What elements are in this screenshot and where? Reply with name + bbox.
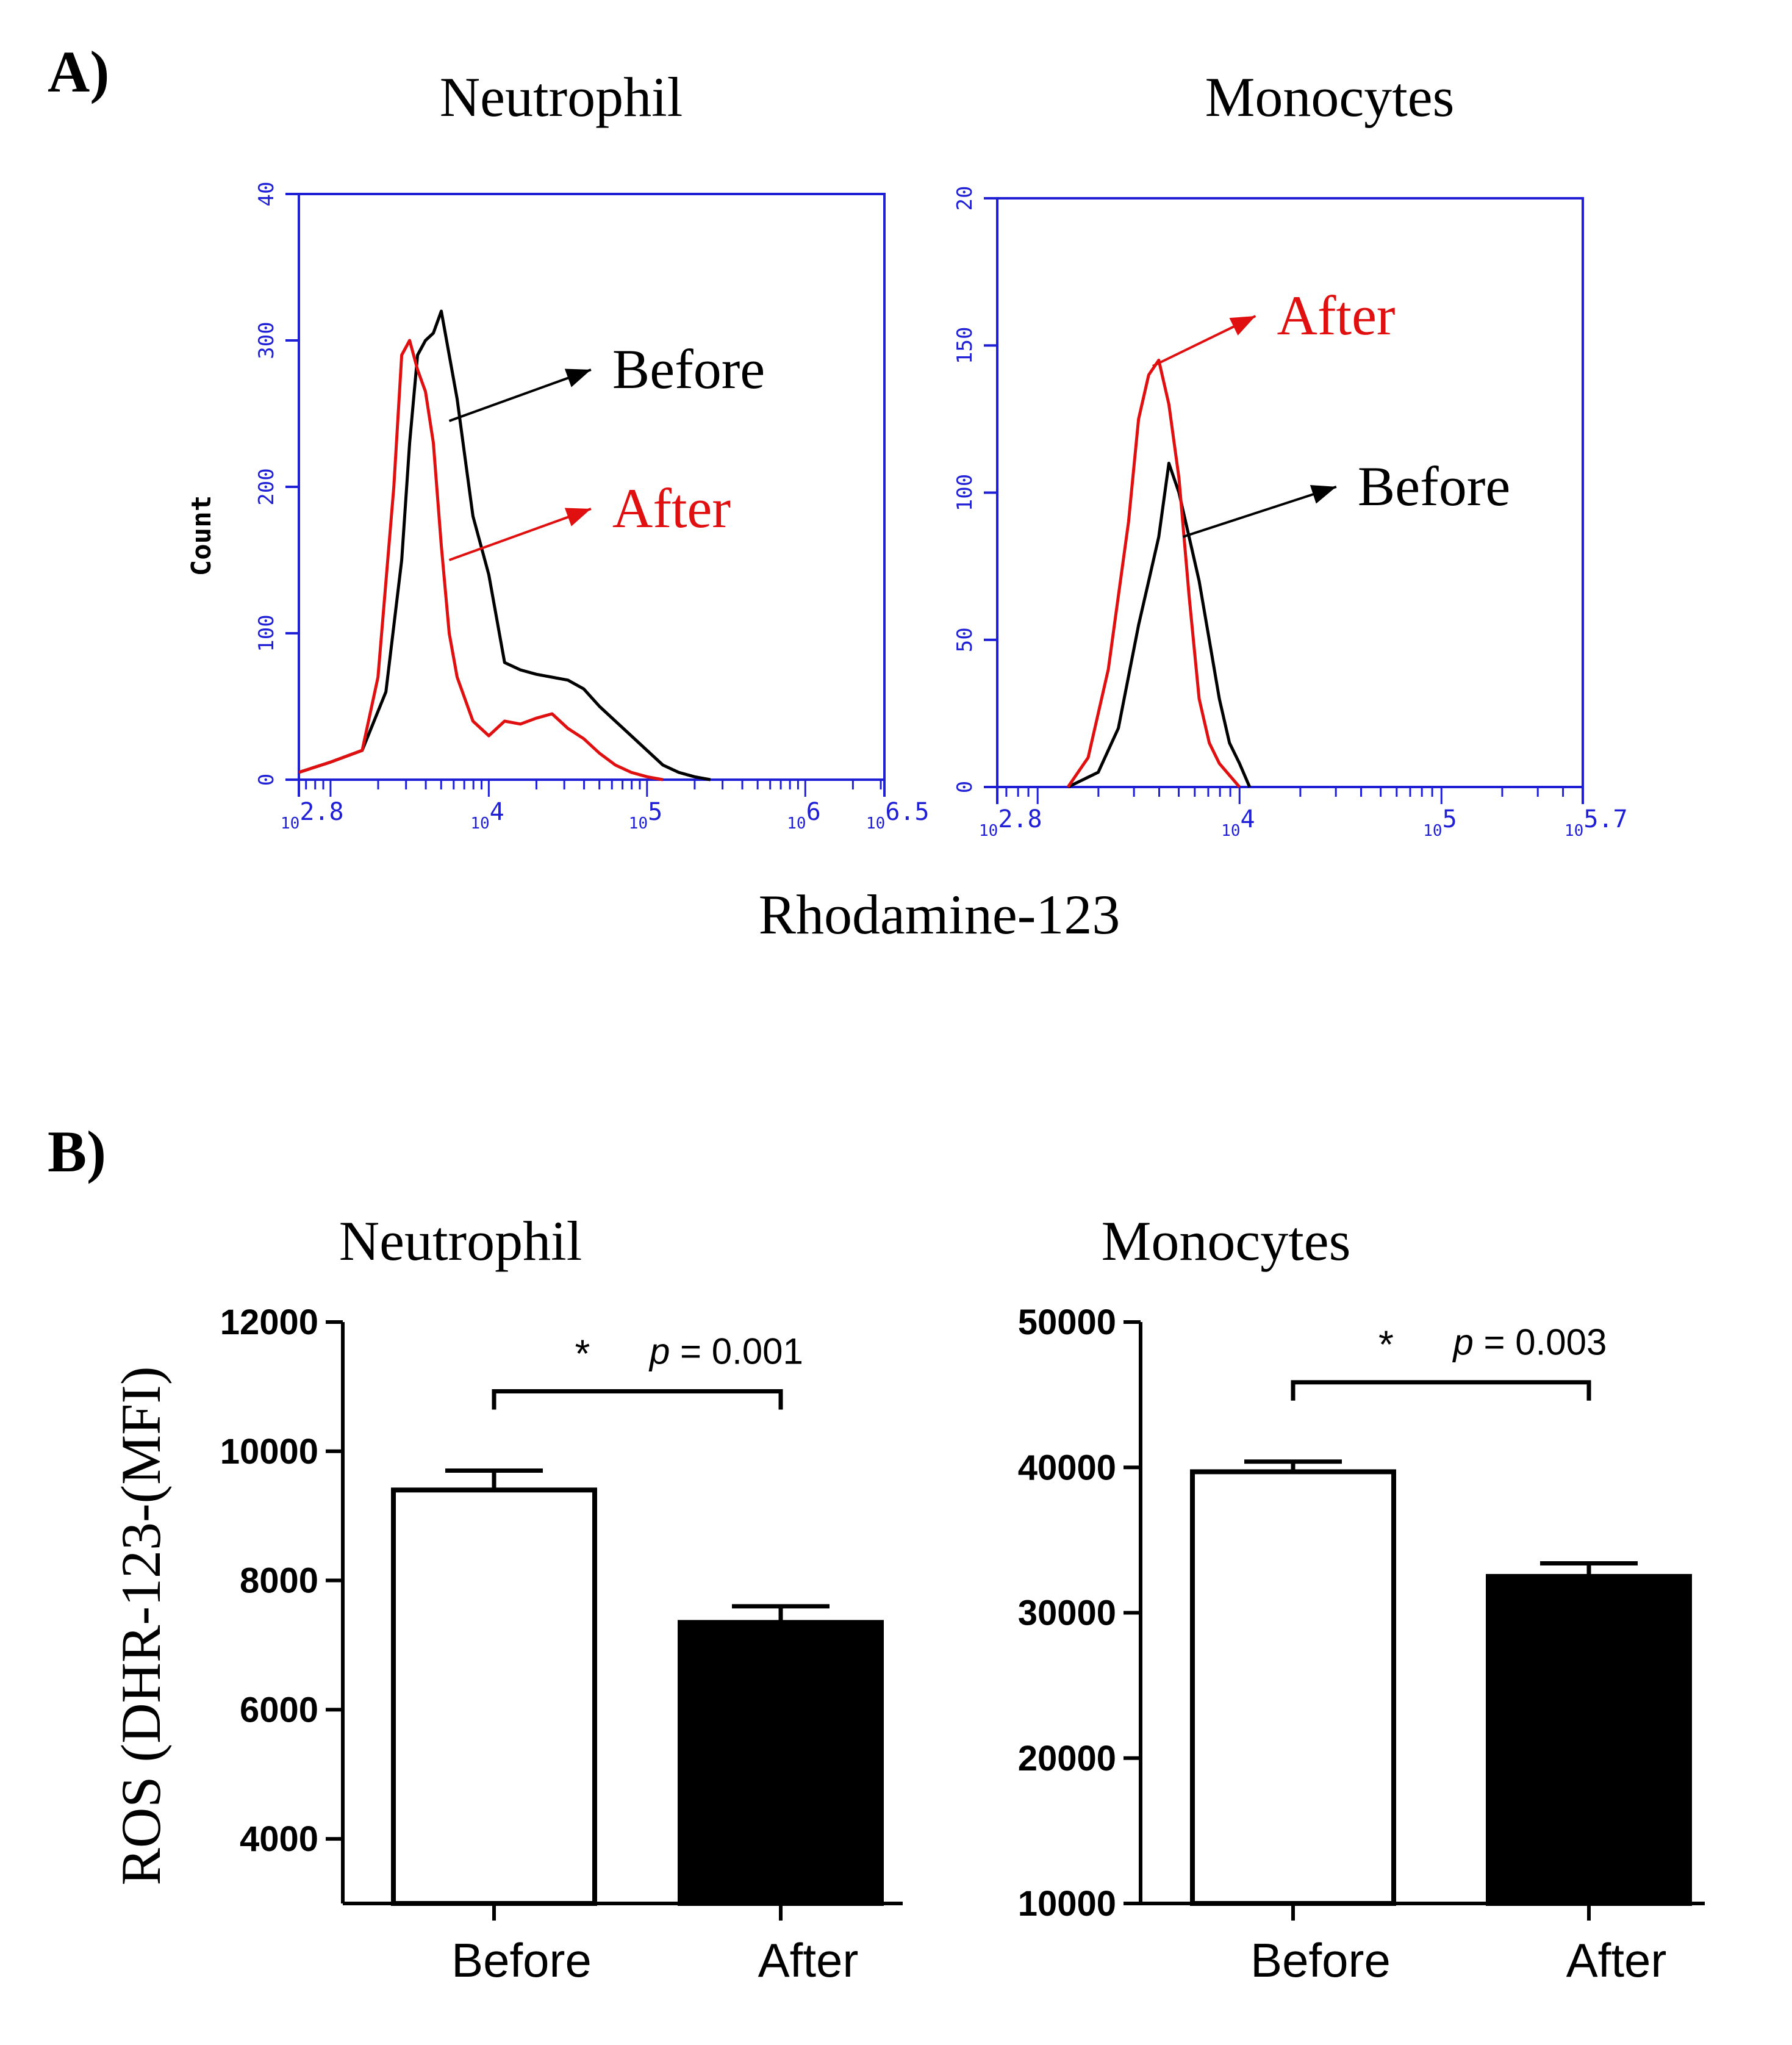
- category-label-after: After: [1566, 1933, 1667, 1987]
- y-tick-label: 0: [953, 781, 977, 793]
- x-tick-exponent: 2.8: [299, 798, 343, 826]
- x-tick-label: 102.8: [979, 805, 1042, 840]
- x-tick-exponent: 2.8: [998, 805, 1042, 833]
- x-tick-exponent: 6: [806, 798, 821, 826]
- y-tick-label: 150: [953, 327, 977, 364]
- p-value: = 0.003: [1474, 1322, 1607, 1363]
- annotation-arrow: [1182, 485, 1337, 538]
- annotation-label-after: After: [612, 477, 731, 539]
- p-symbol: p: [648, 1331, 670, 1372]
- x-tick-label: 105: [629, 798, 662, 833]
- y-tick-label: 200: [254, 468, 279, 505]
- hist-monocytes-title: Monocytes: [1205, 66, 1455, 128]
- annotation-label-before: Before: [1358, 455, 1510, 517]
- y-tick-label: 50: [953, 627, 977, 652]
- y-tick-label: 300: [254, 322, 279, 359]
- y-tick-label: 100: [254, 614, 279, 652]
- y-tick-label: 50000: [1018, 1303, 1116, 1342]
- bar-monocytes-title: Monocytes: [1102, 1210, 1351, 1272]
- x-tick-label: 106: [787, 798, 820, 833]
- panel-b-label: B): [48, 1119, 106, 1184]
- annotation-arrowhead: [564, 368, 591, 387]
- x-tick-base: 10: [866, 814, 885, 833]
- bar-before: [1190, 1469, 1396, 1906]
- bar-monocytes-plot: 10000 20000 30000 40000 50000 Before After * p =…: [1018, 1303, 1705, 1987]
- y-tick-label: 40: [254, 182, 279, 207]
- p-symbol: p: [1452, 1322, 1474, 1363]
- y-tick-label: 4000: [240, 1819, 318, 1859]
- category-label-before: Before: [1250, 1933, 1391, 1987]
- x-tick-label: 106.5: [866, 798, 930, 833]
- ros-ylabel: ROS (DHR-123-(MFI): [110, 1367, 172, 1886]
- annotation-label-after: After: [1277, 284, 1395, 347]
- x-tick-base: 10: [979, 822, 998, 840]
- y-tick-label: 30000: [1018, 1594, 1116, 1633]
- hist-neutrophil-title: Neutrophil: [440, 66, 683, 128]
- series-line-after: [298, 339, 664, 782]
- x-tick-label: 105: [1423, 805, 1457, 840]
- y-tick-label: 20000: [1018, 1739, 1116, 1778]
- x-tick-exponent: 4: [1241, 805, 1255, 833]
- x-tick-base: 10: [1221, 822, 1240, 840]
- annotation-label-before: Before: [612, 338, 765, 400]
- series-line-after: [1066, 358, 1241, 788]
- x-tick-base: 10: [470, 814, 489, 833]
- y-tick-label: 8000: [240, 1561, 318, 1601]
- x-tick-label: 104: [470, 798, 504, 833]
- y-tick-label: 20: [953, 186, 977, 211]
- x-tick-label: 105.7: [1564, 805, 1628, 840]
- x-tick-exponent: 4: [490, 798, 504, 826]
- bar-after: [678, 1620, 884, 1906]
- x-tick-exponent: 5.7: [1583, 805, 1627, 833]
- bar-before: [391, 1487, 597, 1906]
- annotation-arrowhead: [1310, 485, 1336, 504]
- bar-after: [1486, 1573, 1692, 1906]
- significance-bracket: [492, 1389, 783, 1410]
- annotation-arrow: [448, 508, 592, 561]
- panel-a-label: A): [48, 39, 109, 104]
- y-tick-label: 10000: [220, 1432, 318, 1472]
- x-tick-base: 10: [629, 814, 648, 833]
- x-tick-base: 10: [787, 814, 806, 833]
- annotation-arrowhead: [564, 508, 591, 527]
- y-tick-label: 6000: [240, 1690, 318, 1730]
- significance-star: *: [575, 1332, 590, 1376]
- y-tick-label: 10000: [1018, 1884, 1116, 1924]
- bar-neutrophil-title: Neutrophil: [339, 1210, 582, 1272]
- p-value: = 0.001: [670, 1331, 803, 1372]
- x-tick-label: 102.8: [281, 798, 344, 833]
- y-tick-label: 100: [953, 474, 977, 511]
- y-tick-label: 0: [254, 774, 279, 786]
- series-line-before: [1067, 461, 1252, 789]
- p-value-label: p = 0.003: [1452, 1322, 1607, 1363]
- significance-star: *: [1378, 1323, 1394, 1367]
- annotation-arrow: [448, 368, 592, 422]
- p-value-label: p = 0.001: [648, 1331, 803, 1372]
- y-tick-label: 12000: [220, 1303, 318, 1342]
- series-line-before: [298, 309, 711, 782]
- annotation-arrowhead: [1229, 316, 1256, 336]
- rhodamine-xlabel: Rhodamine-123: [759, 883, 1120, 946]
- x-tick-base: 10: [1423, 822, 1442, 840]
- x-tick-exponent: 5: [1443, 805, 1457, 833]
- x-tick-exponent: 5: [648, 798, 662, 826]
- x-tick-label: 104: [1221, 805, 1255, 840]
- x-tick-base: 10: [281, 814, 299, 833]
- hist-ylabel: Count: [186, 495, 217, 576]
- y-tick-label: 40000: [1018, 1448, 1116, 1487]
- significance-bracket: [1291, 1380, 1591, 1401]
- bar-neutrophil-plot: 4000 6000 8000 10000 12000 Before After * p = 0.…: [220, 1303, 903, 1987]
- x-tick-base: 10: [1564, 822, 1583, 840]
- x-tick-exponent: 6.5: [885, 798, 929, 826]
- category-label-before: Before: [451, 1933, 592, 1987]
- category-label-after: After: [758, 1933, 859, 1987]
